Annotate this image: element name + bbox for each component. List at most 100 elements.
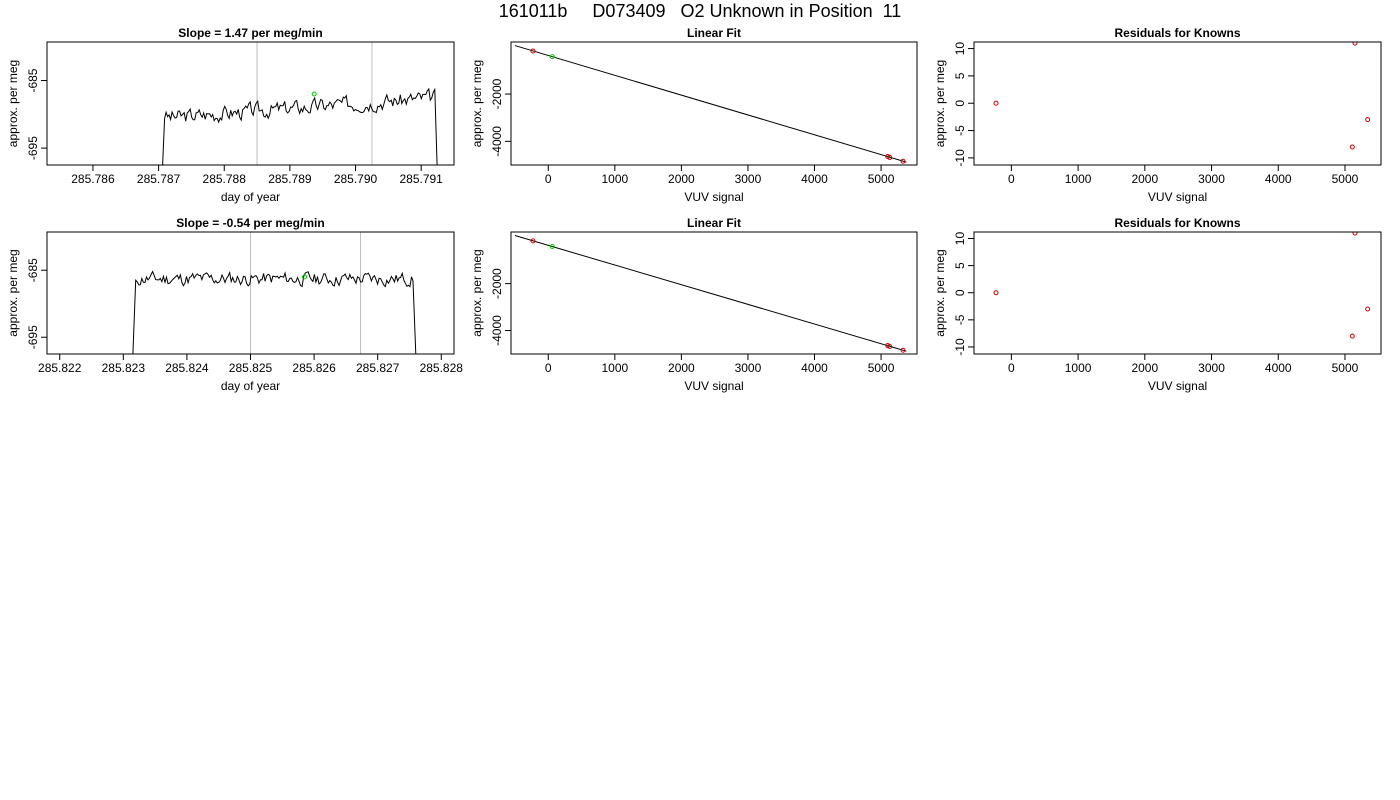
x-tick-label: 3000 <box>1198 361 1225 375</box>
panel-2: Linear Fit 0 1000 2000 3000 4000 5000 -2000 -400… <box>470 26 918 204</box>
known-point <box>1352 232 1358 236</box>
x-tick-label: 0 <box>1008 361 1015 375</box>
x-tick-label: 2000 <box>1131 361 1158 375</box>
y-tick-label: -685 <box>26 258 40 282</box>
x-axis-label: VUV signal <box>684 379 743 393</box>
plot-frame <box>510 231 918 355</box>
y-tick-label: -5 <box>953 314 967 325</box>
known-point <box>1349 144 1355 150</box>
panel-title: Residuals for Knowns <box>1114 216 1240 230</box>
x-tick-label: 5000 <box>1332 172 1359 186</box>
panel-4: Slope = -0.54 per meg/min 285.822 285.823 2… <box>6 216 463 393</box>
x-tick-label: 0 <box>545 361 552 375</box>
x-tick-label: 1000 <box>1065 361 1092 375</box>
x-tick-label: 285.791 <box>399 172 443 186</box>
known-point <box>993 100 999 106</box>
known-point <box>1365 306 1371 312</box>
x-tick-label: 285.824 <box>165 361 209 375</box>
panel-title: Slope = 1.47 per meg/min <box>178 26 322 40</box>
unknown-point <box>549 54 555 60</box>
plot-frame <box>973 41 1382 166</box>
y-tick-label: -685 <box>26 68 40 92</box>
x-tick-label: 0 <box>1008 172 1015 186</box>
panel-1: Slope = 1.47 per meg/min 285.786 285.787 28… <box>6 26 455 204</box>
x-tick-label: 285.823 <box>102 361 146 375</box>
y-axis-label: approx. per meg <box>933 249 947 336</box>
x-tick-label: 4000 <box>801 172 828 186</box>
x-tick-label: 5000 <box>868 361 895 375</box>
x-tick-label: 285.828 <box>420 361 464 375</box>
known-point <box>1352 42 1358 46</box>
panel-title: Linear Fit <box>687 26 741 40</box>
x-tick-label: 1000 <box>1065 172 1092 186</box>
y-tick-label: 5 <box>953 72 967 79</box>
y-tick-label: -10 <box>953 149 967 167</box>
x-tick-label: 4000 <box>801 361 828 375</box>
x-tick-label: 4000 <box>1265 361 1292 375</box>
x-tick-label: 0 <box>545 172 552 186</box>
x-tick-label: 2000 <box>668 361 695 375</box>
y-tick-label: 0 <box>953 100 967 107</box>
signal-trace <box>162 87 438 165</box>
y-tick-label: -10 <box>953 338 967 356</box>
panel-title: Residuals for Knowns <box>1114 26 1240 40</box>
panel-3: Residuals for Knowns 0 1000 2000 3000 4000 500… <box>933 26 1382 204</box>
y-axis-label: approx. per meg <box>6 249 20 336</box>
known-point <box>993 290 999 296</box>
x-tick-label: 285.786 <box>71 172 115 186</box>
y-tick-label: 10 <box>953 42 967 56</box>
unknown-point <box>311 91 317 97</box>
x-tick-label: 1000 <box>601 172 628 186</box>
x-tick-label: 285.822 <box>38 361 82 375</box>
unknown-point <box>302 274 308 280</box>
known-point <box>1365 117 1371 123</box>
x-tick-label: 4000 <box>1265 172 1292 186</box>
y-axis-label: approx. per meg <box>6 60 20 147</box>
x-tick-label: 2000 <box>668 172 695 186</box>
y-axis-label: approx. per meg <box>933 60 947 147</box>
fit-line <box>514 235 907 352</box>
known-point <box>887 154 893 160</box>
known-point <box>900 158 906 164</box>
known-point <box>900 347 906 353</box>
y-tick-label: -4000 <box>490 315 504 346</box>
y-tick-label: -5 <box>953 125 967 136</box>
x-tick-label: 285.789 <box>268 172 312 186</box>
known-point <box>887 343 893 349</box>
y-tick-label: 5 <box>953 262 967 269</box>
y-tick-label: -4000 <box>490 126 504 157</box>
plot-area <box>162 42 438 165</box>
y-tick-label: -695 <box>26 325 40 349</box>
y-tick-label: -2000 <box>490 268 504 299</box>
fit-line <box>514 45 907 163</box>
signal-trace <box>132 270 417 354</box>
panel-6: Residuals for Knowns 0 1000 2000 3000 4000 500… <box>933 216 1382 393</box>
x-tick-label: 285.827 <box>356 361 400 375</box>
y-tick-label: -695 <box>26 136 40 160</box>
plot-frame <box>973 231 1382 355</box>
x-axis-label: day of year <box>221 379 280 393</box>
plot-area <box>993 232 1371 339</box>
known-point <box>530 238 536 244</box>
panel-5: Linear Fit 0 1000 2000 3000 4000 5000 -2000 -400… <box>470 216 918 393</box>
known-point <box>1349 333 1355 339</box>
unknown-point <box>549 244 555 250</box>
plot-area <box>514 235 907 353</box>
y-tick-label: 0 <box>953 289 967 296</box>
x-tick-label: 3000 <box>735 172 762 186</box>
y-axis-label: approx. per meg <box>470 249 484 336</box>
x-tick-label: 285.788 <box>203 172 247 186</box>
x-tick-label: 2000 <box>1131 172 1158 186</box>
panel-title: Linear Fit <box>687 216 741 230</box>
x-tick-label: 1000 <box>601 361 628 375</box>
x-tick-label: 5000 <box>1332 361 1359 375</box>
plot-area <box>132 232 417 354</box>
x-tick-label: 5000 <box>868 172 895 186</box>
x-tick-label: 3000 <box>735 361 762 375</box>
page-title: 161011b D073409 O2 Unknown in Position 1… <box>498 1 902 21</box>
x-tick-label: 285.826 <box>292 361 336 375</box>
x-axis-label: day of year <box>221 190 280 204</box>
x-axis-label: VUV signal <box>1148 190 1207 204</box>
x-tick-label: 285.787 <box>137 172 181 186</box>
